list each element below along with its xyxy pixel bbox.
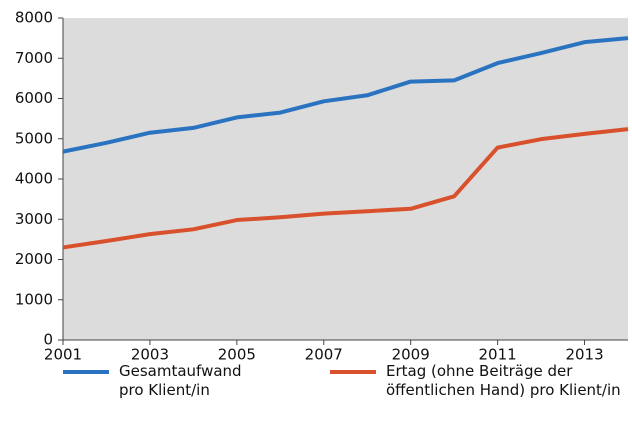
- legend-swatch: [330, 370, 376, 374]
- y-tick-label: 0: [43, 331, 53, 349]
- plot-area: [63, 18, 628, 340]
- x-tick-label: 2013: [565, 346, 603, 361]
- y-tick-label: 5000: [15, 129, 53, 147]
- x-tick-label: 2003: [131, 346, 169, 361]
- y-tick-label: 7000: [15, 49, 53, 67]
- x-tick-label: 2007: [305, 346, 343, 361]
- legend: Gesamtaufwand pro Klient/in Ertag (ohne B…: [0, 362, 632, 422]
- y-tick-label: 4000: [15, 170, 53, 188]
- y-tick-label: 2000: [15, 250, 53, 268]
- chart: 0 1000 2000 3000 4000 5000 6000 7000 8000 2001 200…: [15, 9, 629, 361]
- legend-label: Gesamtaufwand pro Klient/in: [119, 362, 242, 399]
- x-tick-label: 2011: [479, 346, 517, 361]
- x-tick-label: 2001: [44, 346, 82, 361]
- x-tick-label: 2009: [392, 346, 430, 361]
- y-tick-label: 1000: [15, 290, 53, 308]
- y-tick-label: 6000: [15, 89, 53, 107]
- legend-item: Gesamtaufwand pro Klient/in: [63, 362, 243, 400]
- y-tick-label: 3000: [15, 210, 53, 228]
- legend-item: Ertag (ohne Beiträge der öffentlichen Ha…: [330, 362, 630, 400]
- series-line: [62, 127, 629, 250]
- y-tick-label: 8000: [15, 9, 53, 27]
- legend-swatch: [63, 370, 109, 374]
- x-tick-label: 2005: [218, 346, 256, 361]
- series-line: [62, 36, 629, 154]
- legend-label: Ertag (ohne Beiträge der öffentlichen Ha…: [386, 362, 621, 399]
